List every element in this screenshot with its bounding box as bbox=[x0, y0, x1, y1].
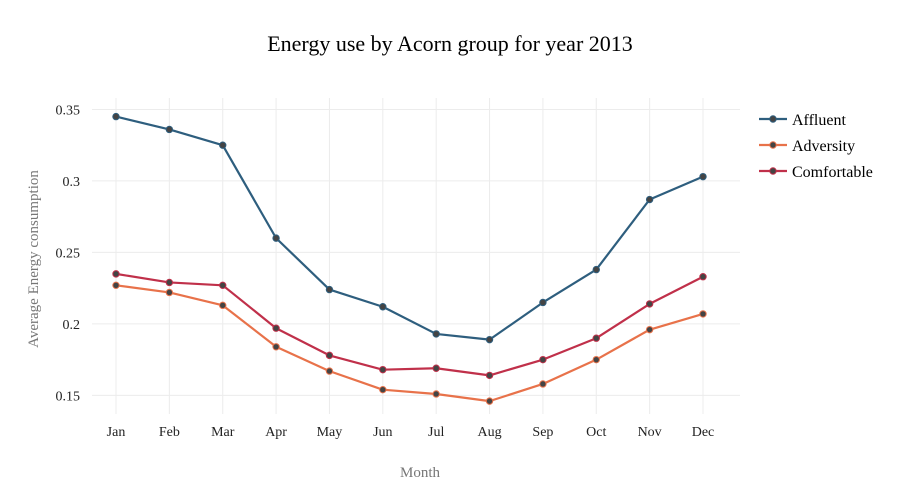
data-point-comfortable[interactable] bbox=[432, 364, 440, 372]
data-point-affluent[interactable] bbox=[379, 303, 387, 311]
data-point-adversity[interactable] bbox=[432, 390, 440, 398]
data-point-affluent[interactable] bbox=[645, 195, 654, 204]
x-tick-label: Jun bbox=[373, 425, 392, 440]
y-tick-label: 0.15 bbox=[56, 389, 81, 404]
data-point-comfortable[interactable] bbox=[325, 351, 334, 360]
y-axis-ticks: 0.15 0.2 0.25 0.3 0.35 bbox=[56, 103, 81, 404]
data-point-adversity[interactable] bbox=[219, 301, 227, 310]
series-lines bbox=[115, 115, 704, 403]
x-tick-label: Oct bbox=[586, 425, 606, 440]
x-tick-label: May bbox=[317, 425, 343, 440]
data-point-adversity[interactable] bbox=[325, 367, 334, 375]
x-tick-label: Jan bbox=[107, 425, 126, 440]
legend-label: Affluent bbox=[792, 112, 846, 129]
x-tick-label: Nov bbox=[638, 425, 662, 440]
data-point-affluent[interactable] bbox=[272, 234, 280, 242]
legend-item-adversity[interactable]: Adversity bbox=[759, 138, 855, 155]
data-point-comfortable[interactable] bbox=[592, 334, 600, 342]
data-point-adversity[interactable] bbox=[112, 281, 120, 290]
data-point-affluent[interactable] bbox=[592, 265, 600, 274]
x-tick-label: Feb bbox=[159, 425, 180, 440]
y-tick-label: 0.3 bbox=[63, 175, 81, 190]
data-point-affluent[interactable] bbox=[165, 125, 174, 134]
x-tick-label: Dec bbox=[692, 425, 715, 440]
data-point-affluent[interactable] bbox=[112, 112, 120, 121]
x-tick-label: Mar bbox=[211, 425, 235, 440]
data-point-comfortable[interactable] bbox=[219, 281, 227, 290]
data-point-comfortable[interactable] bbox=[699, 273, 707, 281]
data-point-adversity[interactable] bbox=[539, 380, 547, 388]
legend-label: Adversity bbox=[792, 138, 855, 155]
data-point-affluent[interactable] bbox=[432, 330, 440, 338]
data-point-affluent[interactable] bbox=[699, 172, 707, 181]
data-point-comfortable[interactable] bbox=[112, 270, 120, 278]
data-point-affluent[interactable] bbox=[219, 141, 227, 149]
data-point-adversity[interactable] bbox=[485, 397, 494, 405]
series-line-comfortable bbox=[115, 272, 704, 377]
legend-marker bbox=[769, 115, 777, 123]
data-point-affluent[interactable] bbox=[325, 285, 334, 294]
x-tick-label: Apr bbox=[265, 425, 287, 440]
legend-label: Comfortable bbox=[792, 164, 873, 181]
x-tick-label: Sep bbox=[532, 425, 553, 440]
series-points bbox=[112, 112, 707, 405]
y-tick-label: 0.25 bbox=[56, 246, 81, 261]
data-point-comfortable[interactable] bbox=[165, 278, 174, 287]
data-point-adversity[interactable] bbox=[699, 310, 707, 318]
series-line-affluent bbox=[115, 115, 704, 341]
x-axis-ticks: Jan Feb Mar Apr May Jun Jul Aug Sep Oct Nov Dec bbox=[107, 425, 715, 440]
data-point-adversity[interactable] bbox=[592, 355, 600, 364]
data-point-adversity[interactable] bbox=[272, 343, 280, 351]
legend[interactable]: Affluent Adversity Comfortable bbox=[759, 112, 873, 181]
x-axis-label: Month bbox=[400, 465, 441, 481]
legend-item-comfortable[interactable]: Comfortable bbox=[759, 164, 873, 181]
data-point-comfortable[interactable] bbox=[539, 355, 547, 364]
y-tick-label: 0.2 bbox=[63, 318, 81, 333]
data-point-comfortable[interactable] bbox=[379, 365, 387, 374]
y-tick-label: 0.35 bbox=[56, 103, 81, 118]
series-line-adversity bbox=[115, 284, 704, 403]
grid-lines bbox=[92, 98, 740, 414]
data-point-comfortable[interactable] bbox=[272, 324, 280, 332]
x-tick-label: Aug bbox=[477, 425, 501, 440]
data-point-comfortable[interactable] bbox=[485, 371, 494, 380]
legend-marker bbox=[769, 167, 777, 175]
data-point-affluent[interactable] bbox=[485, 335, 494, 344]
x-tick-label: Jul bbox=[428, 425, 444, 440]
data-point-adversity[interactable] bbox=[165, 288, 174, 297]
legend-item-affluent[interactable]: Affluent bbox=[759, 112, 846, 129]
y-axis-label: Average Energy consumption bbox=[26, 170, 42, 348]
legend-marker bbox=[769, 141, 777, 149]
data-point-comfortable[interactable] bbox=[645, 300, 654, 308]
chart-title: Energy use by Acorn group for year 2013 bbox=[267, 31, 633, 56]
data-point-adversity[interactable] bbox=[379, 385, 387, 394]
data-point-adversity[interactable] bbox=[645, 325, 654, 334]
data-point-affluent[interactable] bbox=[539, 298, 547, 307]
